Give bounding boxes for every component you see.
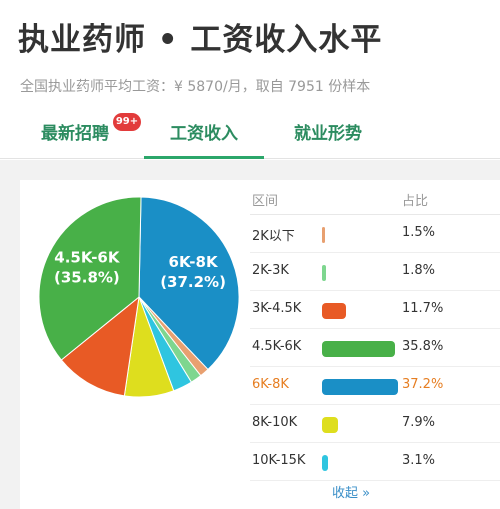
share-bar	[322, 265, 326, 281]
header-range: 区间	[252, 194, 279, 209]
table-row: 10K-15K 3.1%	[250, 443, 500, 481]
share-value: 1.5%	[402, 225, 436, 240]
range-label: 10K-15K	[252, 453, 306, 468]
range-label: 2K以下	[252, 229, 295, 244]
share-bar	[322, 455, 329, 471]
page-title: 执业药师 • 工资收入水平	[18, 22, 383, 58]
share-value: 35.8%	[402, 339, 444, 354]
range-label: 2K-3K	[252, 263, 289, 278]
share-value: 3.1%	[402, 453, 436, 468]
header: 执业药师 • 工资收入水平 全国执业药师平均工资：¥ 5870/月，取自 795…	[0, 0, 500, 160]
share-bar	[322, 227, 326, 243]
share-bar	[322, 341, 396, 357]
notification-badge: 99+	[113, 113, 141, 131]
table-header: 区间 占比	[250, 180, 500, 215]
pie-slice	[60, 295, 140, 397]
pie-slice-label: (37.2%)	[160, 273, 226, 291]
table-row: 3K-4.5K 11.7%	[250, 291, 500, 329]
pie-slice-label: 6K-8K	[169, 253, 219, 271]
table-row: 2K-3K 1.8%	[250, 253, 500, 291]
range-label: 4.5K-6K	[252, 339, 302, 354]
page-subtitle: 全国执业药师平均工资：¥ 5870/月，取自 7951 份样本	[20, 79, 371, 95]
range-label: 6K-8K	[252, 377, 289, 392]
share-value: 1.8%	[402, 263, 436, 278]
salary-pie-chart: 6K-8K (37.2%) 4.5K-6K (35.8%)	[38, 196, 240, 398]
header-share: 占比	[402, 194, 429, 209]
range-label: 3K-4.5K	[252, 301, 302, 316]
pie-slice	[138, 196, 240, 371]
salary-panel: 6K-8K (37.2%) 4.5K-6K (35.8%) 区间 占比 2K以下 1.5…	[20, 180, 500, 509]
pie-slice-label: (35.8%)	[54, 269, 120, 287]
table-row: 2K以下 1.5%	[250, 215, 500, 253]
pie-slice-label: 4.5K-6K	[54, 249, 121, 267]
tab-employment[interactable]: 就业形势	[294, 124, 362, 144]
table-row: 6K-8K 37.2%	[250, 367, 500, 405]
share-value: 37.2%	[402, 377, 444, 392]
table-row: 4.5K-6K 35.8%	[250, 329, 500, 367]
salary-table: 区间 占比 2K以下 1.5% 2K-3K 1.8% 3K-4.5K 11.7% 4.5K-…	[250, 180, 500, 481]
collapse-link[interactable]: 收起 »	[332, 486, 371, 501]
share-bar	[322, 417, 339, 433]
pie-slice	[38, 196, 142, 361]
tab-latest-jobs[interactable]: 最新招聘	[41, 124, 109, 144]
tab-bar: 最新招聘 工资收入 就业形势	[0, 112, 500, 159]
table-row: 8K-10K 7.9%	[250, 405, 500, 443]
share-bar	[322, 303, 346, 319]
share-value: 11.7%	[402, 301, 444, 316]
share-bar	[322, 379, 398, 395]
share-value: 7.9%	[402, 415, 436, 430]
tab-salary[interactable]: 工资收入	[144, 112, 264, 159]
range-label: 8K-10K	[252, 415, 298, 430]
